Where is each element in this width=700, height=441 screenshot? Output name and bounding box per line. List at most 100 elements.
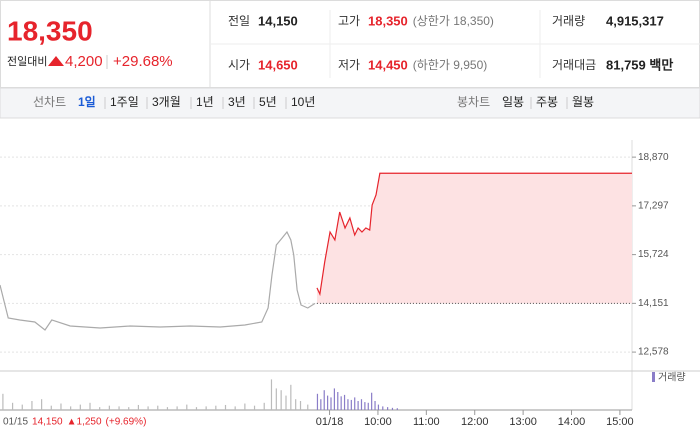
footer-text: 14,150 xyxy=(32,417,63,428)
tabs: 선차트 1일 1주일 3개월 1년 3년 5년 10년 봉차트 일봉 주봉 월봉 xyxy=(33,95,594,109)
volume-bar xyxy=(320,399,322,410)
volume-bar xyxy=(195,407,198,410)
legend-swatch xyxy=(652,372,655,382)
x-tick-label: 10:00 xyxy=(364,416,392,428)
period-tab[interactable]: 3개월 xyxy=(152,95,181,109)
volume-bar xyxy=(327,395,329,410)
volume-bar xyxy=(285,395,287,410)
y-tick-label: 17,297 xyxy=(638,201,669,212)
volume-bar xyxy=(377,404,380,410)
y-tick-label: 18,870 xyxy=(638,152,669,163)
period-tab[interactable]: 1주일 xyxy=(110,95,139,109)
volume-bar xyxy=(275,388,277,410)
tab-bar xyxy=(0,87,700,119)
volume-bar xyxy=(108,405,110,410)
volume-bar xyxy=(350,399,352,410)
footer-text: 01/15 xyxy=(3,417,28,428)
volume-bar xyxy=(280,390,282,410)
x-tick-label: 15:00 xyxy=(606,416,634,428)
volume-bar xyxy=(299,401,302,410)
x-tick-label: 14:00 xyxy=(558,416,586,428)
up-icon xyxy=(48,56,64,66)
volume-bar xyxy=(205,406,207,410)
volume-bar xyxy=(340,396,342,410)
volume-bar xyxy=(333,388,335,410)
stat-value: 14,450 xyxy=(368,57,408,72)
volume-bar xyxy=(11,402,14,410)
change-label: 전일대비 xyxy=(7,54,47,68)
volume-bar xyxy=(316,393,319,410)
volume-bar xyxy=(70,406,72,410)
volume-bar xyxy=(374,401,376,410)
candle-tab[interactable]: 주봉 xyxy=(536,95,558,109)
legend-label: 거래량 xyxy=(658,372,686,384)
volume-bar xyxy=(307,404,309,410)
volume-bar xyxy=(137,404,140,410)
stat-label: 거래대금 xyxy=(552,58,596,72)
volume-bar xyxy=(215,405,217,410)
candle-tab[interactable]: 월봉 xyxy=(572,95,594,109)
volume-bar xyxy=(354,397,356,410)
stat-note: (하한가 9,950) xyxy=(413,58,487,72)
volume-bar xyxy=(295,399,297,410)
stat-label: 저가 xyxy=(338,58,360,72)
volume-bar xyxy=(31,401,33,410)
y-tick-label: 14,151 xyxy=(638,298,669,309)
change-rate: +29.68% xyxy=(113,53,173,70)
stat-note: (상한가 18,350) xyxy=(413,14,494,28)
volume-bar xyxy=(50,405,52,410)
y-tick-label: 12,578 xyxy=(638,347,669,358)
volume-bar xyxy=(263,402,265,410)
volume-bar xyxy=(391,407,394,410)
tab-group-label: 선차트 xyxy=(33,95,66,109)
stat-label: 전일 xyxy=(228,14,250,28)
volume-bar xyxy=(234,406,236,410)
volume-bar xyxy=(387,407,389,410)
footer-text: (+9.69%) xyxy=(106,417,147,428)
volume-bar xyxy=(157,405,159,410)
volume-bar xyxy=(367,402,369,410)
volume-bar xyxy=(396,408,398,410)
volume-bar xyxy=(21,404,23,410)
volume-bar xyxy=(60,403,62,410)
x-tick-label: 11:00 xyxy=(413,416,440,428)
volume-bar xyxy=(79,404,81,410)
volume-bar xyxy=(186,404,188,410)
volume-bar xyxy=(330,397,332,410)
price: 18,350 xyxy=(7,15,93,46)
volume-bar xyxy=(382,406,384,410)
volume-bar xyxy=(337,392,339,410)
period-tab[interactable]: 1일 xyxy=(78,95,96,109)
volume-bar xyxy=(253,405,256,410)
volume-bar xyxy=(360,399,363,410)
volume-bar xyxy=(364,402,366,410)
volume-bar xyxy=(147,406,149,410)
candle-tab[interactable]: 일봉 xyxy=(502,95,524,109)
period-tab[interactable]: 1년 xyxy=(196,95,214,109)
stat-label: 거래량 xyxy=(552,14,585,28)
chart: 18,870 17,297 15,724 14,151 12,578 01/18 10:00… xyxy=(0,140,700,428)
stat-value: 14,650 xyxy=(258,57,298,72)
x-tick-label: 01/18 xyxy=(316,416,344,428)
price-line xyxy=(0,230,316,331)
y-tick-label: 15,724 xyxy=(638,249,669,260)
volume-bar xyxy=(244,403,246,410)
price-line xyxy=(316,172,632,297)
volume-bar xyxy=(270,379,273,410)
volume-bar xyxy=(290,384,292,410)
stat-value: 18,350 xyxy=(368,13,408,28)
volume-bar xyxy=(323,390,325,410)
period-tab[interactable]: 10년 xyxy=(291,95,315,109)
stat-value: 4,915,317 xyxy=(606,13,664,28)
volume-bar xyxy=(128,407,130,410)
volume-bar xyxy=(224,404,227,410)
period-tab[interactable]: 5년 xyxy=(259,95,277,109)
stat-value: 14,150 xyxy=(258,13,298,28)
tab-group-label: 봉차트 xyxy=(457,95,490,109)
change: 4,200 xyxy=(65,53,103,70)
x-tick-label: 13:00 xyxy=(509,416,537,428)
period-tab[interactable]: 3년 xyxy=(228,95,246,109)
volume-bar xyxy=(347,399,349,410)
volume-bar xyxy=(357,401,359,410)
